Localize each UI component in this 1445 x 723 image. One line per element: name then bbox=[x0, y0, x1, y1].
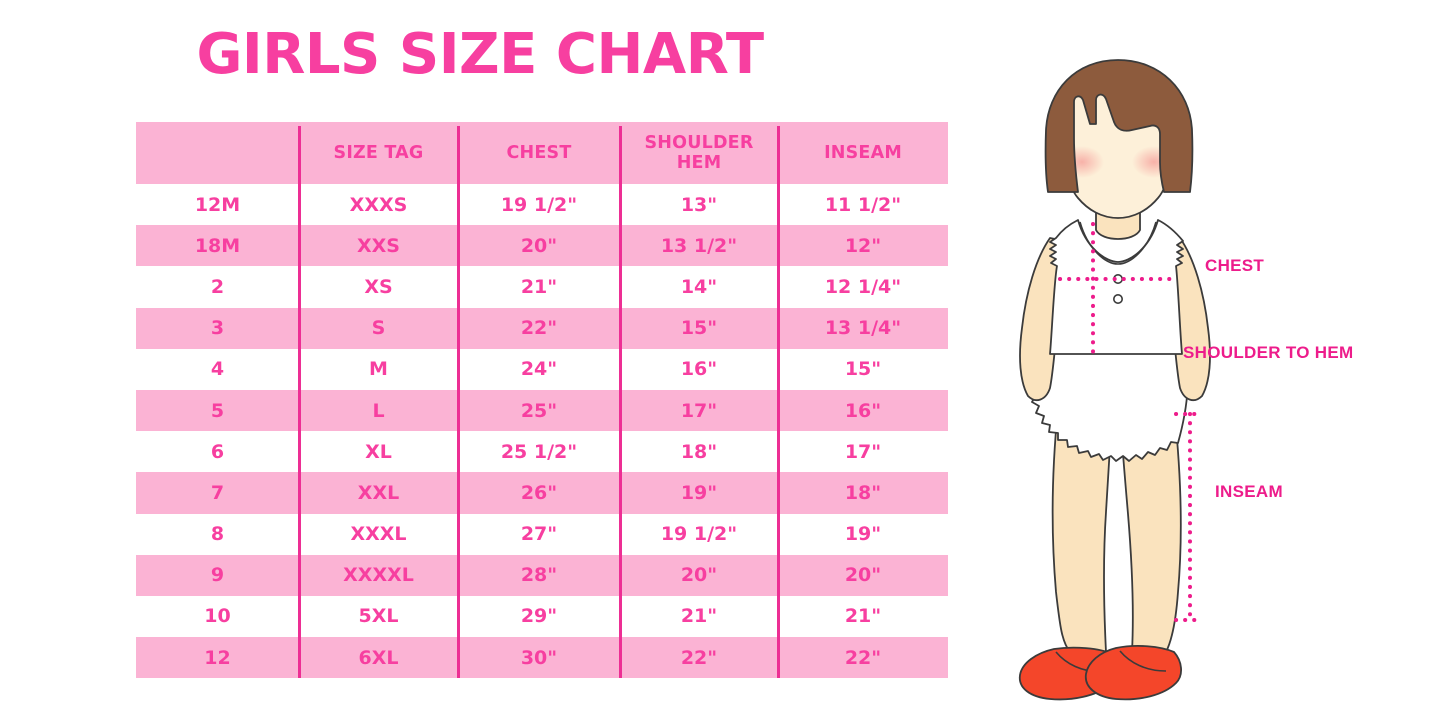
cell-inseam: 12" bbox=[844, 234, 882, 257]
table-row: 12 6XL 30" 22" 22" bbox=[136, 637, 948, 679]
table-row: 2 XS 21" 14" 12 1/4" bbox=[136, 266, 948, 308]
shoes bbox=[1018, 645, 1182, 701]
cell-chest: 22" bbox=[520, 317, 558, 340]
cell-chest: 25" bbox=[520, 399, 558, 422]
cell-size-tag: XXXS bbox=[349, 193, 408, 216]
cell-inseam: 15" bbox=[844, 358, 882, 381]
column-header-chest: CHEST bbox=[506, 143, 572, 163]
measurement-label-chest: CHEST bbox=[1205, 256, 1265, 275]
cell-inseam: 13 1/4" bbox=[824, 317, 902, 340]
cell-inseam: 17" bbox=[844, 440, 882, 463]
cell-chest: 21" bbox=[520, 275, 558, 298]
cell-size: 6 bbox=[210, 440, 225, 463]
column-header-inseam: INSEAM bbox=[824, 143, 902, 163]
measurement-guides bbox=[1058, 222, 1198, 622]
cell-size: 12 bbox=[204, 646, 231, 669]
cell-chest: 20" bbox=[520, 234, 558, 257]
girl-figure-illustration bbox=[1000, 52, 1445, 712]
cell-inseam: 21" bbox=[844, 605, 882, 628]
table-header-row: SIZE TAG CHEST SHOULDER HEM INSEAM bbox=[136, 122, 948, 184]
cell-size-tag: XXL bbox=[357, 481, 400, 504]
cell-chest: 30" bbox=[520, 646, 558, 669]
cell-inseam: 22" bbox=[844, 646, 882, 669]
cell-shoulder-hem: 19 1/2" bbox=[660, 523, 738, 546]
cell-chest: 25 1/2" bbox=[500, 440, 578, 463]
cell-inseam: 20" bbox=[844, 564, 882, 587]
cell-size: 7 bbox=[210, 481, 225, 504]
cell-chest: 28" bbox=[520, 564, 558, 587]
cell-size: 5 bbox=[210, 399, 225, 422]
cell-chest: 26" bbox=[520, 481, 558, 504]
cell-size-tag: XS bbox=[364, 275, 393, 298]
cell-inseam: 18" bbox=[844, 481, 882, 504]
table-row: 3 S 22" 15" 13 1/4" bbox=[136, 307, 948, 349]
cell-size: 4 bbox=[210, 358, 225, 381]
table-row: 10 5XL 29" 21" 21" bbox=[136, 595, 948, 638]
cell-size: 3 bbox=[210, 317, 225, 340]
size-chart-table: SIZE TAG CHEST SHOULDER HEM INSEAM 12M XX… bbox=[136, 122, 948, 679]
cell-size-tag: XXXL bbox=[350, 523, 407, 546]
cell-size-tag: L bbox=[372, 399, 385, 422]
measurement-label-inseam: INSEAM bbox=[1215, 482, 1283, 501]
cell-shoulder-hem: 22" bbox=[680, 646, 718, 669]
cell-chest: 24" bbox=[520, 358, 558, 381]
column-header-shoulder-hem: SHOULDER HEM bbox=[644, 133, 754, 173]
table-row: 18M XXS 20" 13 1/2" 12" bbox=[136, 225, 948, 267]
size-table: SIZE TAG CHEST SHOULDER HEM INSEAM 12M XX… bbox=[136, 122, 948, 679]
cell-shoulder-hem: 18" bbox=[680, 440, 718, 463]
measurement-label-shoulder-to-hem: SHOULDER TO HEM bbox=[1183, 343, 1354, 362]
cell-shoulder-hem: 13 1/2" bbox=[660, 234, 738, 257]
table-row: 8 XXXL 27" 19 1/2" 19" bbox=[136, 513, 948, 555]
cell-size-tag: S bbox=[371, 317, 386, 340]
cell-shoulder-hem: 20" bbox=[680, 564, 718, 587]
table-row: 7 XXL 26" 19" 18" bbox=[136, 472, 948, 514]
cell-shoulder-hem: 13" bbox=[680, 193, 718, 216]
cell-size: 2 bbox=[210, 275, 225, 298]
table-row: 9 XXXXL 28" 20" 20" bbox=[136, 554, 948, 596]
table-row: 4 M 24" 16" 15" bbox=[136, 348, 948, 390]
cell-size-tag: XXS bbox=[357, 234, 400, 257]
column-header-size-tag: SIZE TAG bbox=[333, 143, 424, 163]
cell-chest: 29" bbox=[520, 605, 558, 628]
cell-size-tag: XXXXL bbox=[343, 564, 414, 587]
cell-size-tag: 6XL bbox=[358, 646, 399, 669]
cell-size-tag: XL bbox=[365, 440, 392, 463]
cell-shoulder-hem: 14" bbox=[680, 275, 718, 298]
column-header-size bbox=[136, 122, 299, 184]
arms bbox=[1019, 237, 1211, 402]
cell-shoulder-hem: 16" bbox=[680, 358, 718, 381]
figure-body bbox=[1018, 67, 1211, 701]
cell-size-tag: 5XL bbox=[358, 605, 399, 628]
cell-inseam: 12 1/4" bbox=[824, 275, 902, 298]
table-row: 12M XXXS 19 1/2" 13" 11 1/2" bbox=[136, 184, 948, 226]
cell-shoulder-hem: 19" bbox=[680, 481, 718, 504]
cell-shoulder-hem: 21" bbox=[680, 605, 718, 628]
table-row: 6 XL 25 1/2" 18" 17" bbox=[136, 431, 948, 473]
cell-inseam: 19" bbox=[844, 523, 882, 546]
cell-shoulder-hem: 17" bbox=[680, 399, 718, 422]
cell-chest: 19 1/2" bbox=[500, 193, 578, 216]
page-title: GIRLS SIZE CHART bbox=[196, 22, 764, 87]
hair bbox=[1044, 59, 1194, 193]
cell-size: 10 bbox=[204, 605, 231, 628]
cell-size: 12M bbox=[194, 193, 241, 216]
tank-top bbox=[1049, 219, 1184, 355]
cell-size: 8 bbox=[210, 523, 225, 546]
cell-size: 9 bbox=[210, 564, 225, 587]
cell-inseam: 16" bbox=[844, 399, 882, 422]
cell-inseam: 11 1/2" bbox=[824, 193, 902, 216]
table-row: 5 L 25" 17" 16" bbox=[136, 389, 948, 432]
cell-shoulder-hem: 15" bbox=[680, 317, 718, 340]
cell-chest: 27" bbox=[520, 523, 558, 546]
cell-size: 18M bbox=[194, 234, 241, 257]
cell-size-tag: M bbox=[369, 358, 388, 381]
